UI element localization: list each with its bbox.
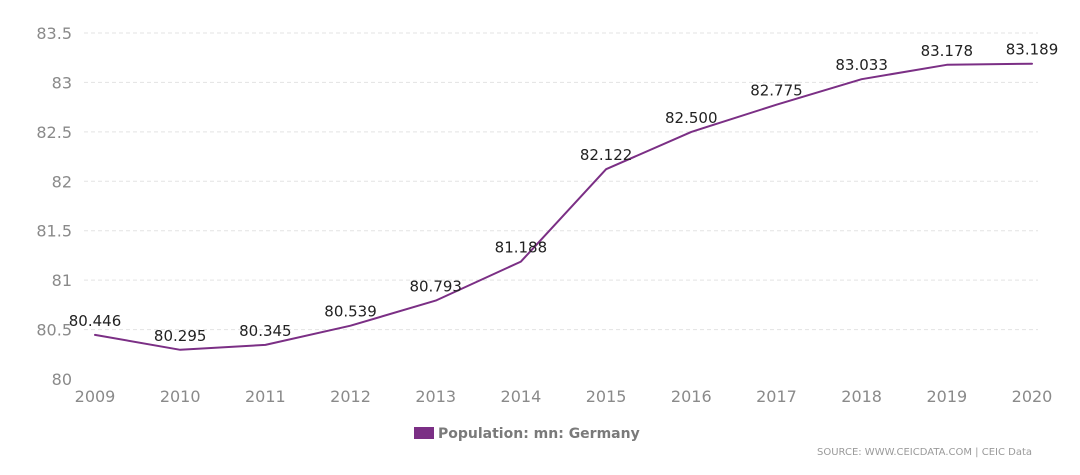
series-line[interactable] [94, 62, 1033, 351]
data-label: 80.446 [69, 312, 122, 330]
data-label: 83.189 [1006, 41, 1059, 59]
y-axis-ticks: 80 80.5 81 81.5 82 82.5 83 83.5 [36, 24, 72, 389]
data-label: 83.178 [921, 42, 974, 60]
y-tick-label: 82 [52, 172, 72, 191]
data-label: 80.793 [409, 278, 462, 296]
x-tick-label: 2019 [926, 387, 967, 406]
source-credit: SOURCE: WWW.CEICDATA.COM | CEIC Data [817, 447, 1032, 458]
data-labels: 80.446 80.295 80.345 80.539 80.793 81.188 82.1… [69, 41, 1059, 345]
grid-lines [84, 32, 1038, 331]
data-label: 80.345 [239, 322, 292, 340]
x-tick-label: 2013 [415, 387, 456, 406]
y-tick-label: 82.5 [36, 123, 72, 142]
x-tick-label: 2010 [160, 387, 201, 406]
data-label: 80.295 [154, 327, 207, 345]
legend[interactable]: Population: mn: Germany [414, 426, 640, 442]
y-tick-label: 83 [52, 73, 72, 92]
legend-label: Population: mn: Germany [438, 426, 640, 442]
y-tick-label: 80 [52, 370, 72, 389]
data-label: 81.188 [495, 239, 548, 257]
data-label: 82.775 [750, 82, 803, 100]
x-tick-label: 2016 [671, 387, 712, 406]
data-label: 82.122 [580, 146, 633, 164]
x-tick-label: 2015 [586, 387, 627, 406]
legend-swatch [414, 427, 434, 439]
y-tick-label: 80.5 [36, 321, 72, 340]
y-tick-label: 81 [52, 271, 72, 290]
series-population [94, 62, 1033, 351]
x-tick-label: 2009 [75, 387, 116, 406]
x-tick-label: 2011 [245, 387, 286, 406]
data-label: 83.033 [835, 56, 888, 74]
x-tick-label: 2020 [1012, 387, 1053, 406]
x-tick-label: 2014 [501, 387, 542, 406]
x-axis-ticks: 2009 2010 2011 2012 2013 2014 2015 2016 2017 2018… [75, 387, 1053, 406]
data-label: 80.539 [324, 303, 377, 321]
x-tick-label: 2018 [841, 387, 882, 406]
x-tick-label: 2012 [330, 387, 371, 406]
x-tick-label: 2017 [756, 387, 797, 406]
y-tick-label: 83.5 [36, 24, 72, 43]
y-tick-label: 81.5 [36, 222, 72, 241]
data-label: 82.500 [665, 109, 718, 127]
